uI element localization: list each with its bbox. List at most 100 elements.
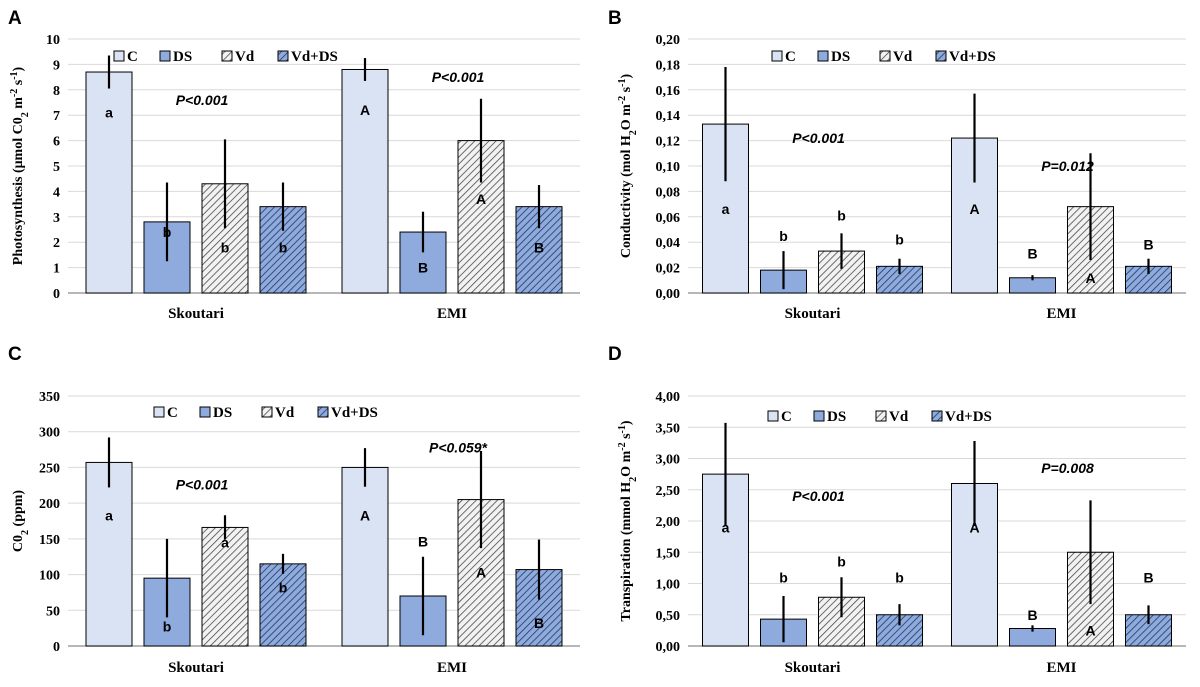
category-label: EMI <box>437 306 467 322</box>
y-tick-label: 3,00 <box>656 453 681 468</box>
bar-vd-ds-skoutari <box>259 563 307 647</box>
significance-letter: b <box>779 228 788 244</box>
y-tick-label: 3,50 <box>656 421 681 436</box>
y-tick-label: 0,50 <box>656 609 681 624</box>
legend-swatch <box>153 406 165 418</box>
chart-panel-c: C 0 50 100 150 200 250 300 350 C02 (ppm) a b a b Skout… <box>8 344 580 676</box>
y-tick-label: 150 <box>39 533 60 548</box>
y-tick-label: 1,50 <box>656 546 681 561</box>
category-label: Skoutari <box>168 660 224 676</box>
category-label: EMI <box>1047 306 1077 322</box>
legend: C DS Vd Vd+DS <box>113 49 338 65</box>
y-tick-label: 9 <box>53 58 60 73</box>
significance-letter: b <box>279 579 288 595</box>
legend: C DS Vd Vd+DS <box>767 409 992 425</box>
p-value: P<0.001 <box>792 130 845 146</box>
category-label: EMI <box>437 660 467 676</box>
y-tick-label: 0,00 <box>656 640 681 655</box>
significance-letter: A <box>476 191 486 207</box>
significance-letter: b <box>837 208 846 224</box>
p-value: P<0.001 <box>176 477 229 493</box>
legend-label: DS <box>827 409 846 425</box>
legend-label: Vd <box>235 49 255 65</box>
y-tick-label: 4 <box>53 185 60 200</box>
significance-letter: A <box>969 201 979 217</box>
y-tick-label: 250 <box>39 461 60 476</box>
p-value: P=0.008 <box>1041 460 1094 476</box>
legend-swatch <box>277 50 289 62</box>
chart-panel-b: B 0,00 0,02 0,04 0,06 0,08 0,10 0,12 0,14 0,16 0,1… <box>608 8 1186 322</box>
chart-panel-d: D 0,00 0,50 1,00 1,50 2,00 2,50 3,00 3,50 4,00 Tra… <box>608 344 1186 676</box>
legend-label: C <box>167 405 178 421</box>
legend-label: Vd+DS <box>949 49 996 65</box>
significance-letter: b <box>779 569 788 585</box>
y-tick-label: 2,00 <box>656 515 681 530</box>
y-tick-label: 300 <box>39 426 60 441</box>
significance-letter: B <box>418 260 428 276</box>
legend-swatch <box>317 406 329 418</box>
panel-letter: D <box>608 344 622 365</box>
legend-label: C <box>781 409 792 425</box>
legend-label: C <box>785 49 796 65</box>
significance-letter: B <box>1027 607 1037 623</box>
category-label: Skoutari <box>785 306 841 322</box>
legend-label: DS <box>173 49 192 65</box>
legend-label: Vd+DS <box>331 405 378 421</box>
category-label: Skoutari <box>168 306 224 322</box>
y-tick-label: 0,04 <box>656 236 681 251</box>
legend-label: Vd <box>275 405 295 421</box>
y-tick-label: 0,14 <box>656 109 681 124</box>
legend-swatch <box>199 406 211 418</box>
y-tick-label: 0,06 <box>656 211 681 226</box>
significance-letter: A <box>476 564 486 580</box>
legend-swatch <box>813 410 825 422</box>
significance-letter: a <box>221 534 229 550</box>
legend-swatch <box>879 50 891 62</box>
significance-letter: A <box>1085 622 1095 638</box>
y-tick-label: 6 <box>53 135 60 150</box>
p-value: P=0.012 <box>1041 158 1094 174</box>
legend-label: Vd+DS <box>945 409 992 425</box>
legend-label: C <box>127 49 138 65</box>
y-tick-label: 0,16 <box>656 84 681 99</box>
bar-c-emi <box>341 466 389 647</box>
y-tick-label: 0,02 <box>656 262 681 277</box>
legend-label: Vd <box>893 49 913 65</box>
y-tick-label: 50 <box>46 604 60 619</box>
y-tick-label: 2,50 <box>656 484 681 499</box>
legend-swatch <box>261 406 273 418</box>
significance-letter: B <box>534 615 544 631</box>
category-label: Skoutari <box>785 660 841 676</box>
category-label: EMI <box>1047 660 1077 676</box>
y-tick-label: 0,18 <box>656 58 681 73</box>
significance-letter: b <box>895 232 904 248</box>
y-tick-label: 0,08 <box>656 185 681 200</box>
y-tick-label: 4,00 <box>656 390 681 405</box>
legend-swatch <box>931 410 943 422</box>
chart-panel-a: A 0 1 2 3 4 5 6 7 8 9 10 Photosynthesis (μmol C02 m-… <box>8 8 580 322</box>
y-tick-label: 0 <box>53 287 60 302</box>
y-tick-label: 0,12 <box>656 135 681 150</box>
y-tick-label: 100 <box>39 569 60 584</box>
legend-label: Vd+DS <box>291 49 338 65</box>
significance-letter: b <box>895 569 904 585</box>
significance-letter: B <box>534 239 544 255</box>
significance-letter: A <box>360 102 370 118</box>
significance-letter: b <box>279 239 288 255</box>
significance-letter: a <box>722 519 730 535</box>
y-axis-label: Photosynthesis (μmol C02 m-2 s-1) <box>9 66 31 265</box>
y-axis-label: Conductivity (mol H2O m-2 s-1) <box>617 74 639 259</box>
legend-label: Vd <box>889 409 909 425</box>
y-tick-label: 1 <box>53 262 60 277</box>
legend-swatch <box>875 410 887 422</box>
y-tick-label: 2 <box>53 236 60 251</box>
panel-letter: C <box>8 344 22 365</box>
y-tick-label: 350 <box>39 390 60 405</box>
y-tick-label: 10 <box>46 33 60 48</box>
y-tick-label: 0 <box>53 640 60 655</box>
significance-letter: B <box>1143 569 1153 585</box>
legend: C DS Vd Vd+DS <box>153 405 378 421</box>
legend-swatch <box>935 50 947 62</box>
significance-letter: a <box>722 201 730 217</box>
